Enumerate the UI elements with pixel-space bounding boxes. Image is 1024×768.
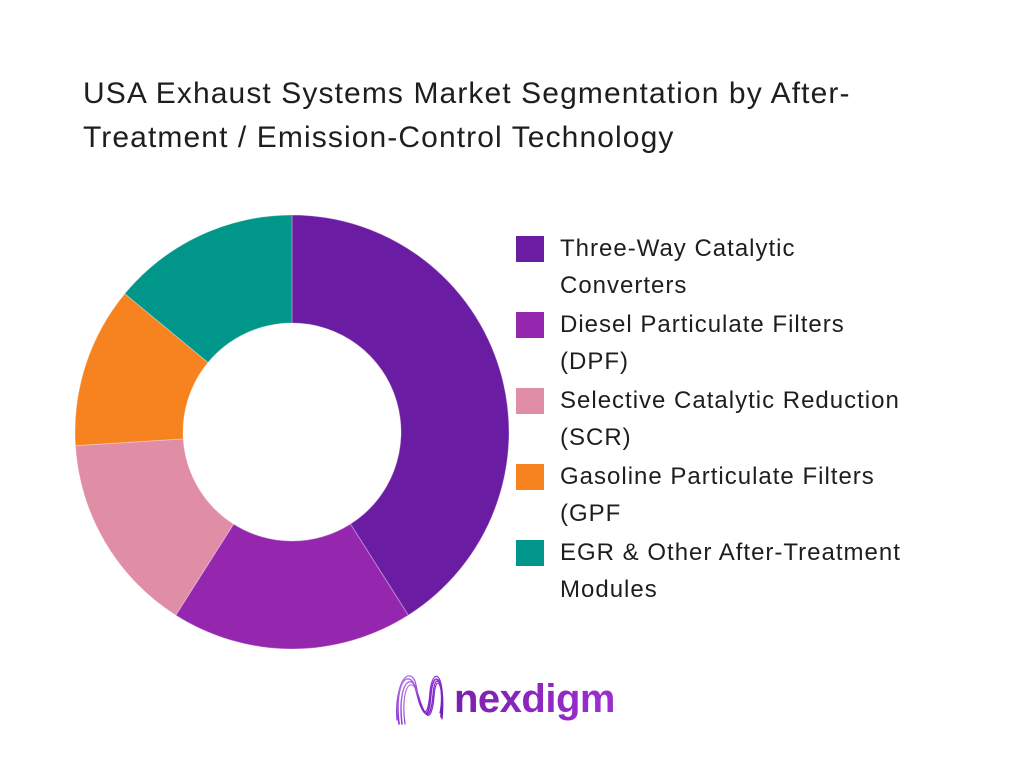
legend-label: Gasoline Particulate Filters	[560, 463, 875, 490]
legend-label: Three-Way Catalytic	[560, 235, 796, 262]
legend-swatch-scr	[516, 388, 544, 414]
nexdigm-logo: nexdigm	[394, 668, 615, 730]
legend-label: Converters	[560, 272, 688, 299]
chart-title: USA Exhaust Systems Market Segmentation …	[83, 72, 983, 160]
legend-item-egr-other-after-treatment: EGR & Other After-Treatment Modules	[516, 534, 996, 608]
chart-legend: Three-Way Catalytic Converters Diesel Pa…	[516, 230, 996, 610]
legend-item-diesel-particulate-filters: Diesel Particulate Filters (DPF)	[516, 306, 996, 380]
nexdigm-logo-text: nexdigm	[454, 676, 615, 721]
legend-swatch-three-way	[516, 236, 544, 262]
donut-chart	[74, 214, 510, 650]
legend-swatch-gpf	[516, 464, 544, 490]
donut-segment-3	[74, 292, 209, 447]
legend-label: (GPF	[560, 500, 622, 527]
legend-label: Selective Catalytic Reduction	[560, 387, 900, 414]
legend-label: Diesel Particulate Filters	[560, 311, 845, 338]
legend-label: (SCR)	[560, 424, 632, 451]
legend-label: (DPF)	[560, 348, 629, 375]
legend-item-gasoline-particulate-filters: Gasoline Particulate Filters (GPF	[516, 458, 996, 532]
chart-title-line-1: USA Exhaust Systems Market Segmentation …	[83, 77, 851, 110]
nexdigm-logo-mark-icon	[396, 675, 444, 725]
chart-title-line-2: Treatment / Emission-Control Technology	[83, 121, 675, 154]
legend-swatch-dpf	[516, 312, 544, 338]
donut-segment-1	[175, 523, 409, 650]
legend-swatch-egr	[516, 540, 544, 566]
legend-item-three-way-catalytic-converters: Three-Way Catalytic Converters	[516, 230, 996, 304]
donut-segment-2	[74, 438, 235, 616]
legend-item-selective-catalytic-reduction: Selective Catalytic Reduction (SCR)	[516, 382, 996, 456]
legend-label: Modules	[560, 576, 658, 603]
legend-label: EGR & Other After-Treatment	[560, 539, 901, 566]
donut-segment-4	[124, 214, 293, 364]
donut-segment-0	[291, 214, 510, 616]
